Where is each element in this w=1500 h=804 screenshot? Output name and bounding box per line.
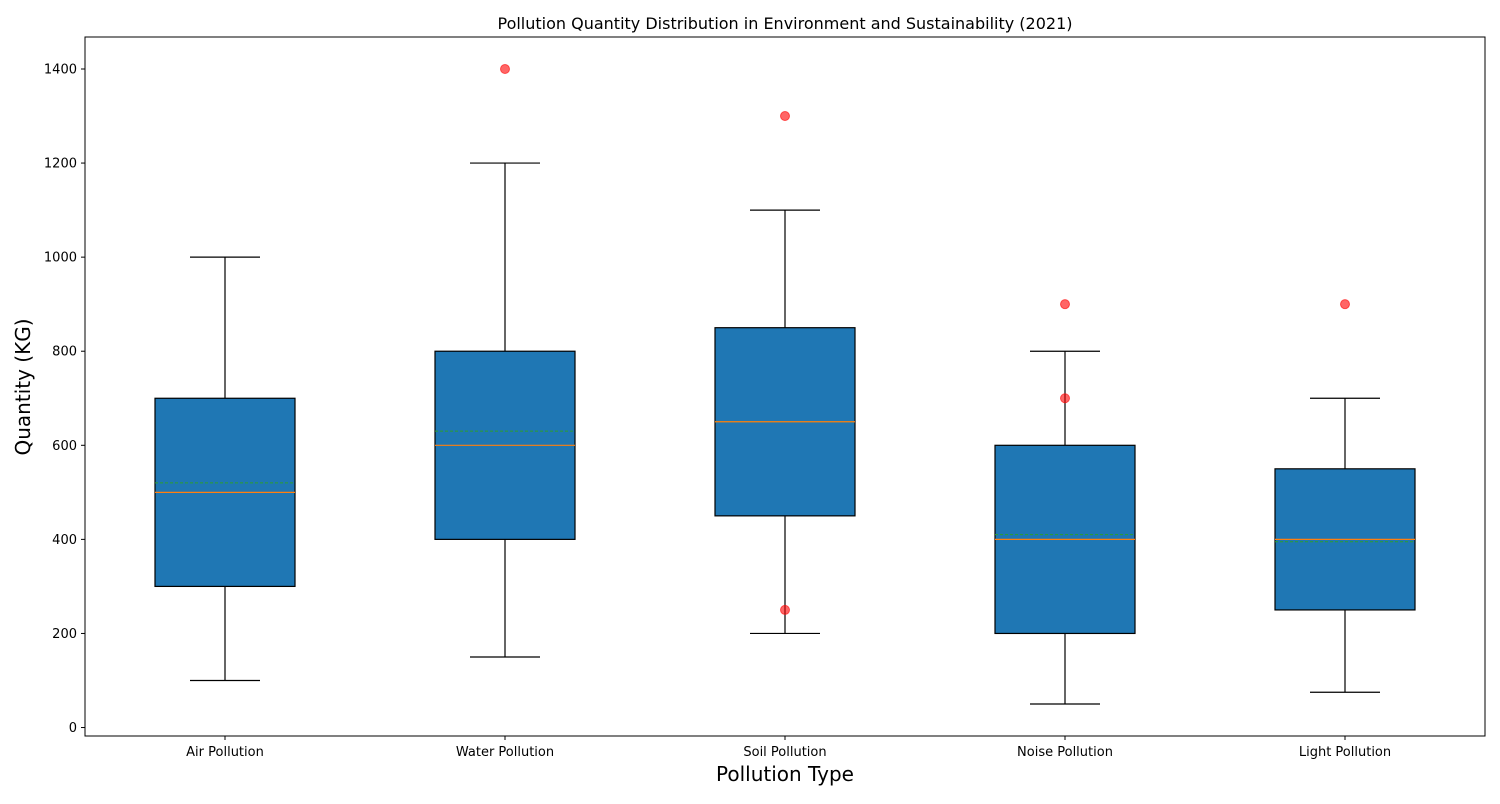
x-axis-label: Pollution Type bbox=[716, 762, 854, 786]
outlier-point bbox=[1060, 393, 1070, 404]
x-tick-label: Noise Pollution bbox=[1017, 745, 1113, 760]
outlier-point bbox=[1060, 299, 1070, 310]
y-tick-label: 600 bbox=[52, 439, 77, 454]
y-axis-label: Quantity (KG) bbox=[11, 318, 35, 455]
x-tick-label: Soil Pollution bbox=[743, 745, 826, 760]
x-tick-label: Water Pollution bbox=[456, 745, 554, 760]
x-tick-label: Air Pollution bbox=[186, 745, 264, 760]
y-tick-label: 1400 bbox=[44, 62, 77, 77]
outlier-point bbox=[1340, 299, 1350, 310]
y-tick-label: 400 bbox=[52, 533, 77, 548]
y-tick-label: 200 bbox=[52, 627, 77, 642]
outlier-point bbox=[500, 63, 510, 74]
outlier-point bbox=[780, 111, 790, 122]
plot-area: 0 200 400 600 800 1000 1200 1400 Air Pollution Wa… bbox=[44, 36, 1486, 760]
chart-title: Pollution Quantity Distribution in Envir… bbox=[497, 14, 1072, 33]
outlier-point bbox=[780, 604, 790, 615]
x-tick-label: Light Pollution bbox=[1299, 745, 1391, 760]
y-tick-label: 0 bbox=[69, 721, 77, 736]
y-tick-label: 800 bbox=[52, 345, 77, 360]
y-tick-label: 1200 bbox=[44, 157, 77, 172]
y-tick-label: 1000 bbox=[44, 251, 77, 266]
